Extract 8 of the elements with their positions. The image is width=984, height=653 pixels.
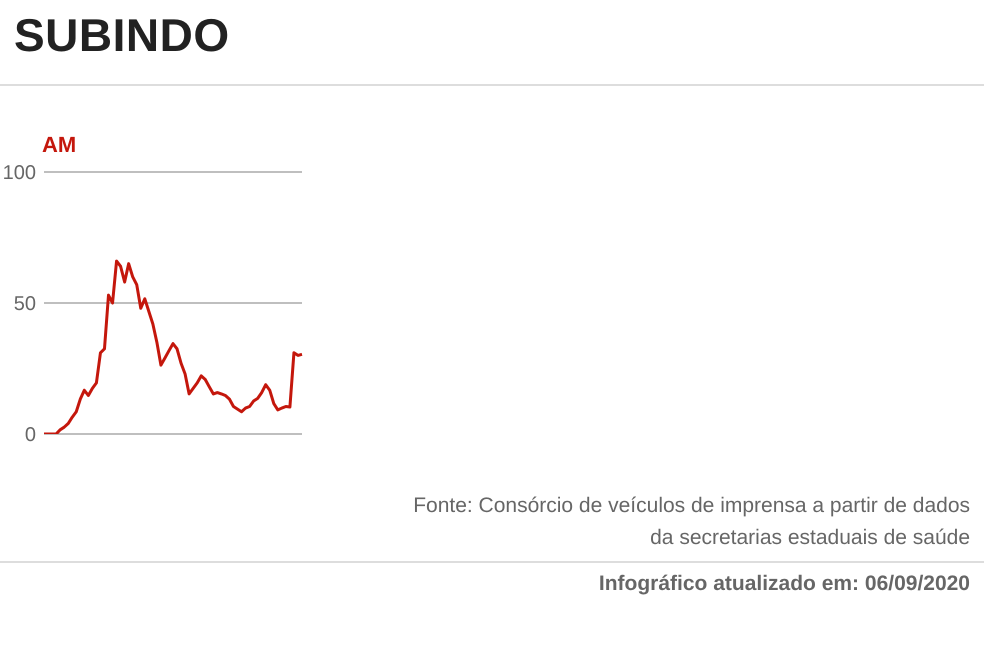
source-note: Fonte: Consórcio de veículos de imprensa a partir de dados da secretarias estaduais de saúde	[412, 493, 970, 551]
y-tick-label: 50	[14, 293, 36, 316]
text: AM	[42, 132, 76, 158]
y-tick-label: 0	[24, 424, 36, 446]
chart-title: SUBINDO	[14, 8, 230, 62]
line-series	[42, 260, 304, 434]
y-tick-label: 100	[2, 162, 36, 184]
text: Infográfico atualizado em: 06/09/2020	[598, 572, 970, 596]
